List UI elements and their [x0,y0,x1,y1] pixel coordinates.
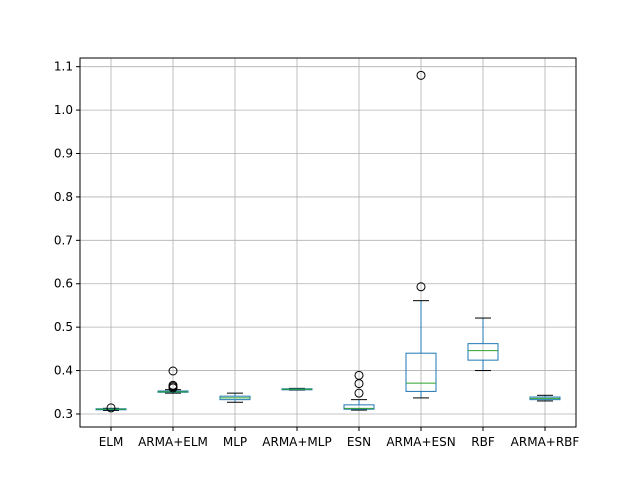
xtick-label-7: ARMA+RBF [511,435,580,449]
grid-layer [80,58,576,427]
ytick-label-1: 0.4 [54,364,73,378]
box-5 [405,70,437,399]
xtick-label-1: ARMA+ELM [138,435,208,449]
ytick-label-4: 0.7 [54,233,73,247]
xtick-label-0: ELM [99,435,124,449]
box-rect [405,352,437,392]
axes-frame [79,57,577,428]
outlier-0 [416,282,426,292]
outlier-3 [168,366,178,376]
box-7 [529,394,561,402]
ytick-label-8: 1.1 [54,60,73,74]
box-0 [95,403,127,413]
xtick-label-5: ARMA+ESN [386,435,455,449]
ytick-label-0: 0.3 [54,407,73,421]
ytick-label-7: 1.0 [54,103,73,117]
box-6 [467,317,499,372]
outlier-0 [354,388,364,398]
outlier-0 [106,403,116,413]
xtick-label-3: ARMA+MLP [262,435,331,449]
outlier-2 [168,380,178,390]
ytick-label-5: 0.8 [54,190,73,204]
box-1 [157,366,189,394]
xtick-label-4: ESN [347,435,371,449]
box-rect [343,404,375,410]
ytick-label-3: 0.6 [54,277,73,291]
box-2 [219,392,251,403]
box-3 [281,387,313,391]
box-rect [467,343,499,361]
outlier-2 [354,370,364,380]
xtick-label-6: RBF [471,435,495,449]
axis-layer: 0.3 0.4 0.5 0.6 0.7 0.8 0.9 1.0 1.1 ELM ARMA+ELM ML… [54,57,580,449]
ytick-label-6: 0.9 [54,147,73,161]
ytick-label-2: 0.5 [54,320,73,334]
outlier-1 [416,70,426,80]
box-4 [343,370,375,411]
xtick-label-2: MLP [223,435,247,449]
box-layer [95,70,561,413]
